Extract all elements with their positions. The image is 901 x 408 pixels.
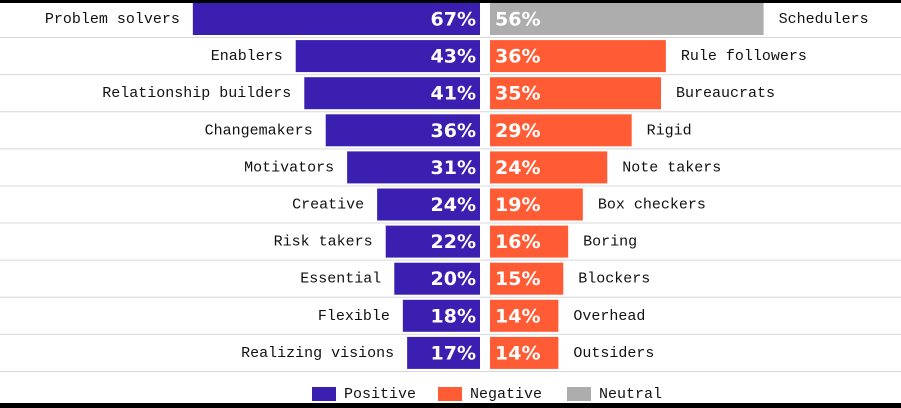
bar: [490, 151, 608, 184]
category-label: Realizing visions: [241, 345, 394, 362]
bar: [490, 40, 666, 73]
bar: [490, 262, 564, 295]
value-label: 67%: [431, 9, 476, 31]
bar: [304, 77, 480, 110]
category-label: Overhead: [573, 308, 645, 325]
bar: [490, 77, 661, 110]
value-label: 17%: [431, 342, 476, 364]
top-edge: [0, 0, 901, 3]
category-label: Creative: [292, 196, 364, 213]
bar: [490, 299, 559, 332]
bar: [192, 3, 480, 35]
value-label: 36%: [495, 46, 540, 68]
bar: [377, 188, 480, 221]
category-label: Blockers: [578, 271, 650, 288]
bar: [385, 225, 480, 258]
legend-swatch: [438, 387, 462, 401]
bar: [402, 299, 480, 332]
value-label: 35%: [495, 83, 540, 105]
value-label: 20%: [431, 268, 476, 290]
category-label: Bureaucrats: [676, 85, 775, 102]
category-label: Note takers: [622, 159, 721, 176]
category-label: Risk takers: [274, 234, 373, 251]
category-label: Box checkers: [598, 196, 706, 213]
value-label: 29%: [495, 120, 540, 142]
value-label: 18%: [431, 305, 476, 327]
value-label: 19%: [495, 194, 540, 216]
category-label: Outsiders: [573, 345, 654, 362]
value-label: 24%: [495, 157, 540, 179]
category-label: Flexible: [318, 308, 390, 325]
bar: [490, 336, 559, 369]
bar: [394, 262, 480, 295]
value-label: 16%: [495, 231, 540, 253]
value-label: 22%: [431, 231, 476, 253]
legend-label: Neutral: [599, 386, 662, 403]
bar: [295, 40, 480, 73]
legend-swatch: [567, 387, 591, 401]
value-label: 43%: [431, 46, 476, 68]
category-label: Problem solvers: [45, 11, 180, 28]
value-label: 41%: [431, 83, 476, 105]
value-label: 36%: [431, 120, 476, 142]
category-label: Boring: [583, 234, 637, 251]
category-label: Rigid: [647, 122, 692, 139]
legend-label: Positive: [344, 386, 416, 403]
value-label: 15%: [495, 268, 540, 290]
category-label: Motivators: [244, 159, 334, 176]
value-label: 31%: [431, 157, 476, 179]
bar: [490, 3, 764, 35]
value-label: 56%: [495, 9, 540, 31]
value-label: 14%: [495, 342, 540, 364]
category-label: Essential: [300, 271, 381, 288]
bottom-edge: [0, 403, 901, 408]
bar: [490, 114, 632, 147]
value-label: 24%: [431, 194, 476, 216]
category-label: Enablers: [211, 48, 283, 65]
bar: [407, 336, 480, 369]
value-label: 14%: [495, 305, 540, 327]
bar: [347, 151, 480, 184]
bar: [490, 225, 569, 258]
legend-swatch: [312, 387, 336, 401]
legend-label: Negative: [470, 386, 542, 403]
bar: [325, 114, 480, 147]
category-label: Rule followers: [681, 48, 807, 65]
category-label: Changemakers: [205, 122, 313, 139]
category-label: Schedulers: [779, 11, 869, 28]
bar: [490, 188, 583, 221]
category-label: Relationship builders: [102, 85, 291, 102]
